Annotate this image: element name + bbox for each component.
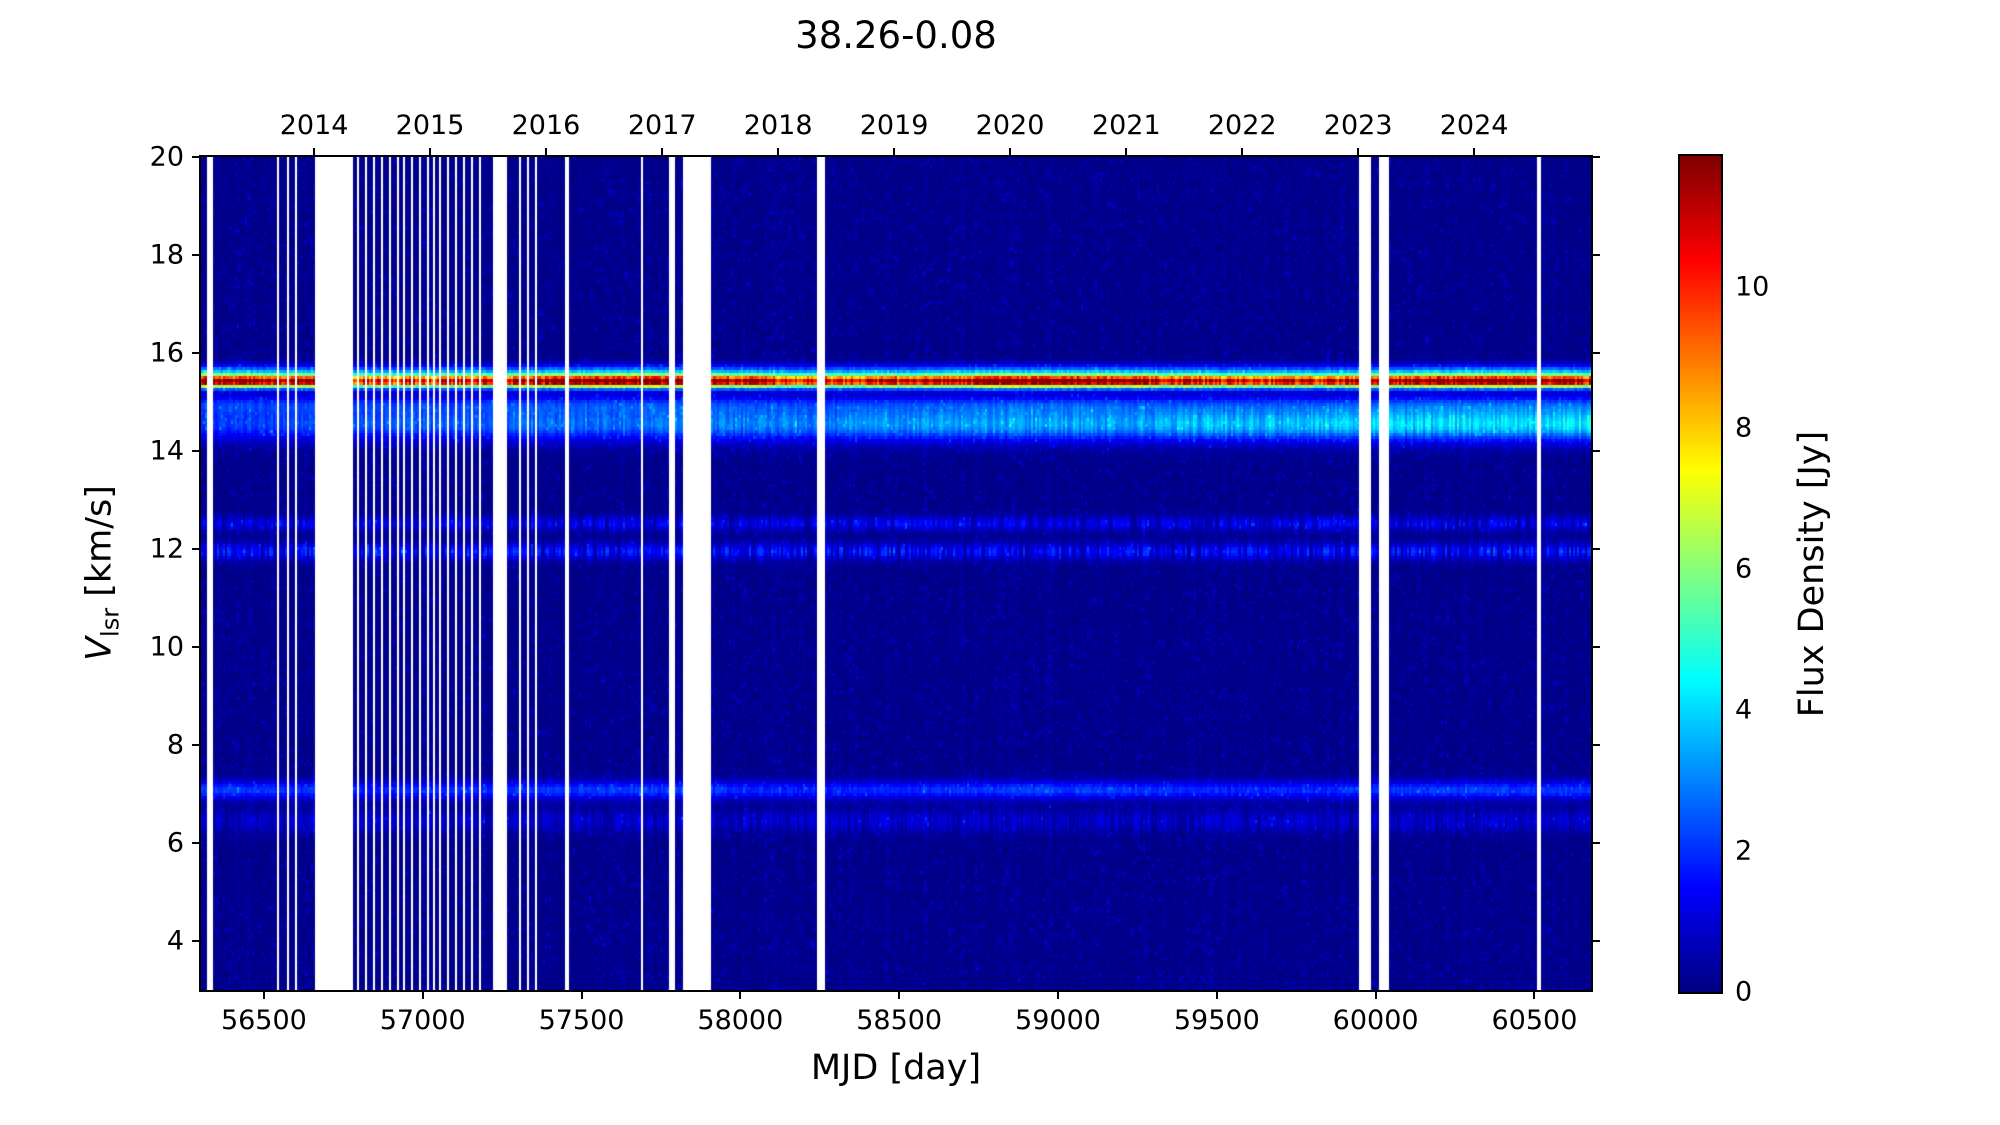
y-tick bbox=[192, 940, 201, 942]
colorbar-tick-label: 4 bbox=[1735, 694, 1753, 726]
x-tick bbox=[421, 990, 424, 999]
y-tick-right bbox=[1591, 940, 1600, 942]
colorbar-tick-label: 8 bbox=[1735, 412, 1753, 444]
colorbar-gradient bbox=[1680, 156, 1721, 992]
year-tick-label: 2019 bbox=[859, 110, 929, 141]
year-tick-label: 2024 bbox=[1439, 110, 1509, 141]
year-tick bbox=[1357, 148, 1360, 157]
year-tick bbox=[661, 148, 664, 157]
x-tick-label: 56500 bbox=[220, 1005, 307, 1036]
year-tick-label: 2021 bbox=[1091, 110, 1161, 141]
year-tick-label: 2023 bbox=[1323, 110, 1393, 141]
x-tick-label: 58000 bbox=[697, 1005, 784, 1036]
x-tick bbox=[1533, 990, 1536, 999]
y-tick-label: 12 bbox=[149, 533, 184, 565]
year-tick-label: 2016 bbox=[511, 110, 581, 141]
y-tick-right bbox=[1591, 352, 1600, 354]
y-tick-right bbox=[1591, 744, 1600, 746]
year-tick-label: 2014 bbox=[279, 110, 349, 141]
y-tick-label: 8 bbox=[166, 729, 184, 761]
year-tick-label: 2015 bbox=[395, 110, 465, 141]
y-axis-units: [km/s] bbox=[79, 485, 120, 608]
y-tick bbox=[192, 352, 201, 354]
x-tick-label: 60000 bbox=[1332, 1005, 1419, 1036]
y-tick-right bbox=[1591, 548, 1600, 550]
heatmap-canvas bbox=[201, 157, 1591, 990]
x-tick bbox=[898, 990, 901, 999]
y-tick-label: 4 bbox=[166, 925, 184, 957]
year-tick bbox=[1009, 148, 1012, 157]
y-axis-subscript: lsr bbox=[96, 607, 125, 637]
x-tick bbox=[1056, 990, 1059, 999]
y-tick-label: 16 bbox=[149, 337, 184, 369]
y-tick bbox=[192, 646, 201, 648]
y-tick bbox=[192, 744, 201, 746]
colorbar-tick-label: 2 bbox=[1735, 835, 1753, 867]
year-tick-label: 2022 bbox=[1207, 110, 1277, 141]
year-tick-label: 2017 bbox=[627, 110, 697, 141]
year-tick-label: 2018 bbox=[743, 110, 813, 141]
y-tick-right bbox=[1591, 646, 1600, 648]
x-tick bbox=[1215, 990, 1218, 999]
x-tick-label: 59000 bbox=[1015, 1005, 1101, 1036]
year-tick bbox=[1241, 148, 1244, 157]
plot-area bbox=[199, 155, 1593, 992]
y-tick-label: 20 bbox=[149, 141, 184, 173]
year-tick bbox=[544, 148, 547, 157]
x-tick bbox=[739, 990, 742, 999]
year-tick bbox=[777, 148, 780, 157]
y-tick bbox=[192, 548, 201, 550]
x-tick-label: 57500 bbox=[538, 1005, 625, 1036]
year-tick bbox=[1125, 148, 1128, 157]
year-tick bbox=[1473, 148, 1476, 157]
colorbar bbox=[1678, 154, 1723, 994]
year-tick-label: 2020 bbox=[975, 110, 1045, 141]
x-tick bbox=[1374, 990, 1377, 999]
y-tick bbox=[192, 842, 201, 844]
x-tick-label: 58500 bbox=[856, 1005, 943, 1036]
x-tick-label: 57000 bbox=[379, 1005, 466, 1036]
y-tick-right bbox=[1591, 156, 1600, 158]
y-tick-right bbox=[1591, 254, 1600, 256]
x-tick bbox=[580, 990, 583, 999]
y-tick-label: 6 bbox=[166, 827, 184, 859]
x-axis-label: MJD [day] bbox=[810, 1048, 982, 1088]
y-tick-right bbox=[1591, 450, 1600, 452]
colorbar-tick-label: 6 bbox=[1735, 553, 1753, 585]
x-tick-label: 59500 bbox=[1173, 1005, 1260, 1036]
colorbar-tick-label: 10 bbox=[1735, 271, 1770, 303]
year-tick bbox=[893, 148, 896, 157]
year-tick bbox=[313, 148, 316, 157]
y-axis-symbol: V bbox=[79, 636, 120, 661]
colorbar-tick-label: 0 bbox=[1735, 976, 1753, 1008]
x-tick-label: 60500 bbox=[1491, 1005, 1578, 1036]
y-tick-right bbox=[1591, 842, 1600, 844]
y-tick-label: 18 bbox=[149, 239, 184, 271]
y-tick bbox=[192, 450, 201, 452]
chart-title: 38.26-0.08 bbox=[795, 14, 997, 57]
y-tick-label: 10 bbox=[149, 631, 184, 663]
x-tick bbox=[262, 990, 265, 999]
y-tick-label: 14 bbox=[149, 435, 184, 467]
y-tick bbox=[192, 254, 201, 256]
year-tick bbox=[429, 148, 432, 157]
y-tick bbox=[192, 156, 201, 158]
